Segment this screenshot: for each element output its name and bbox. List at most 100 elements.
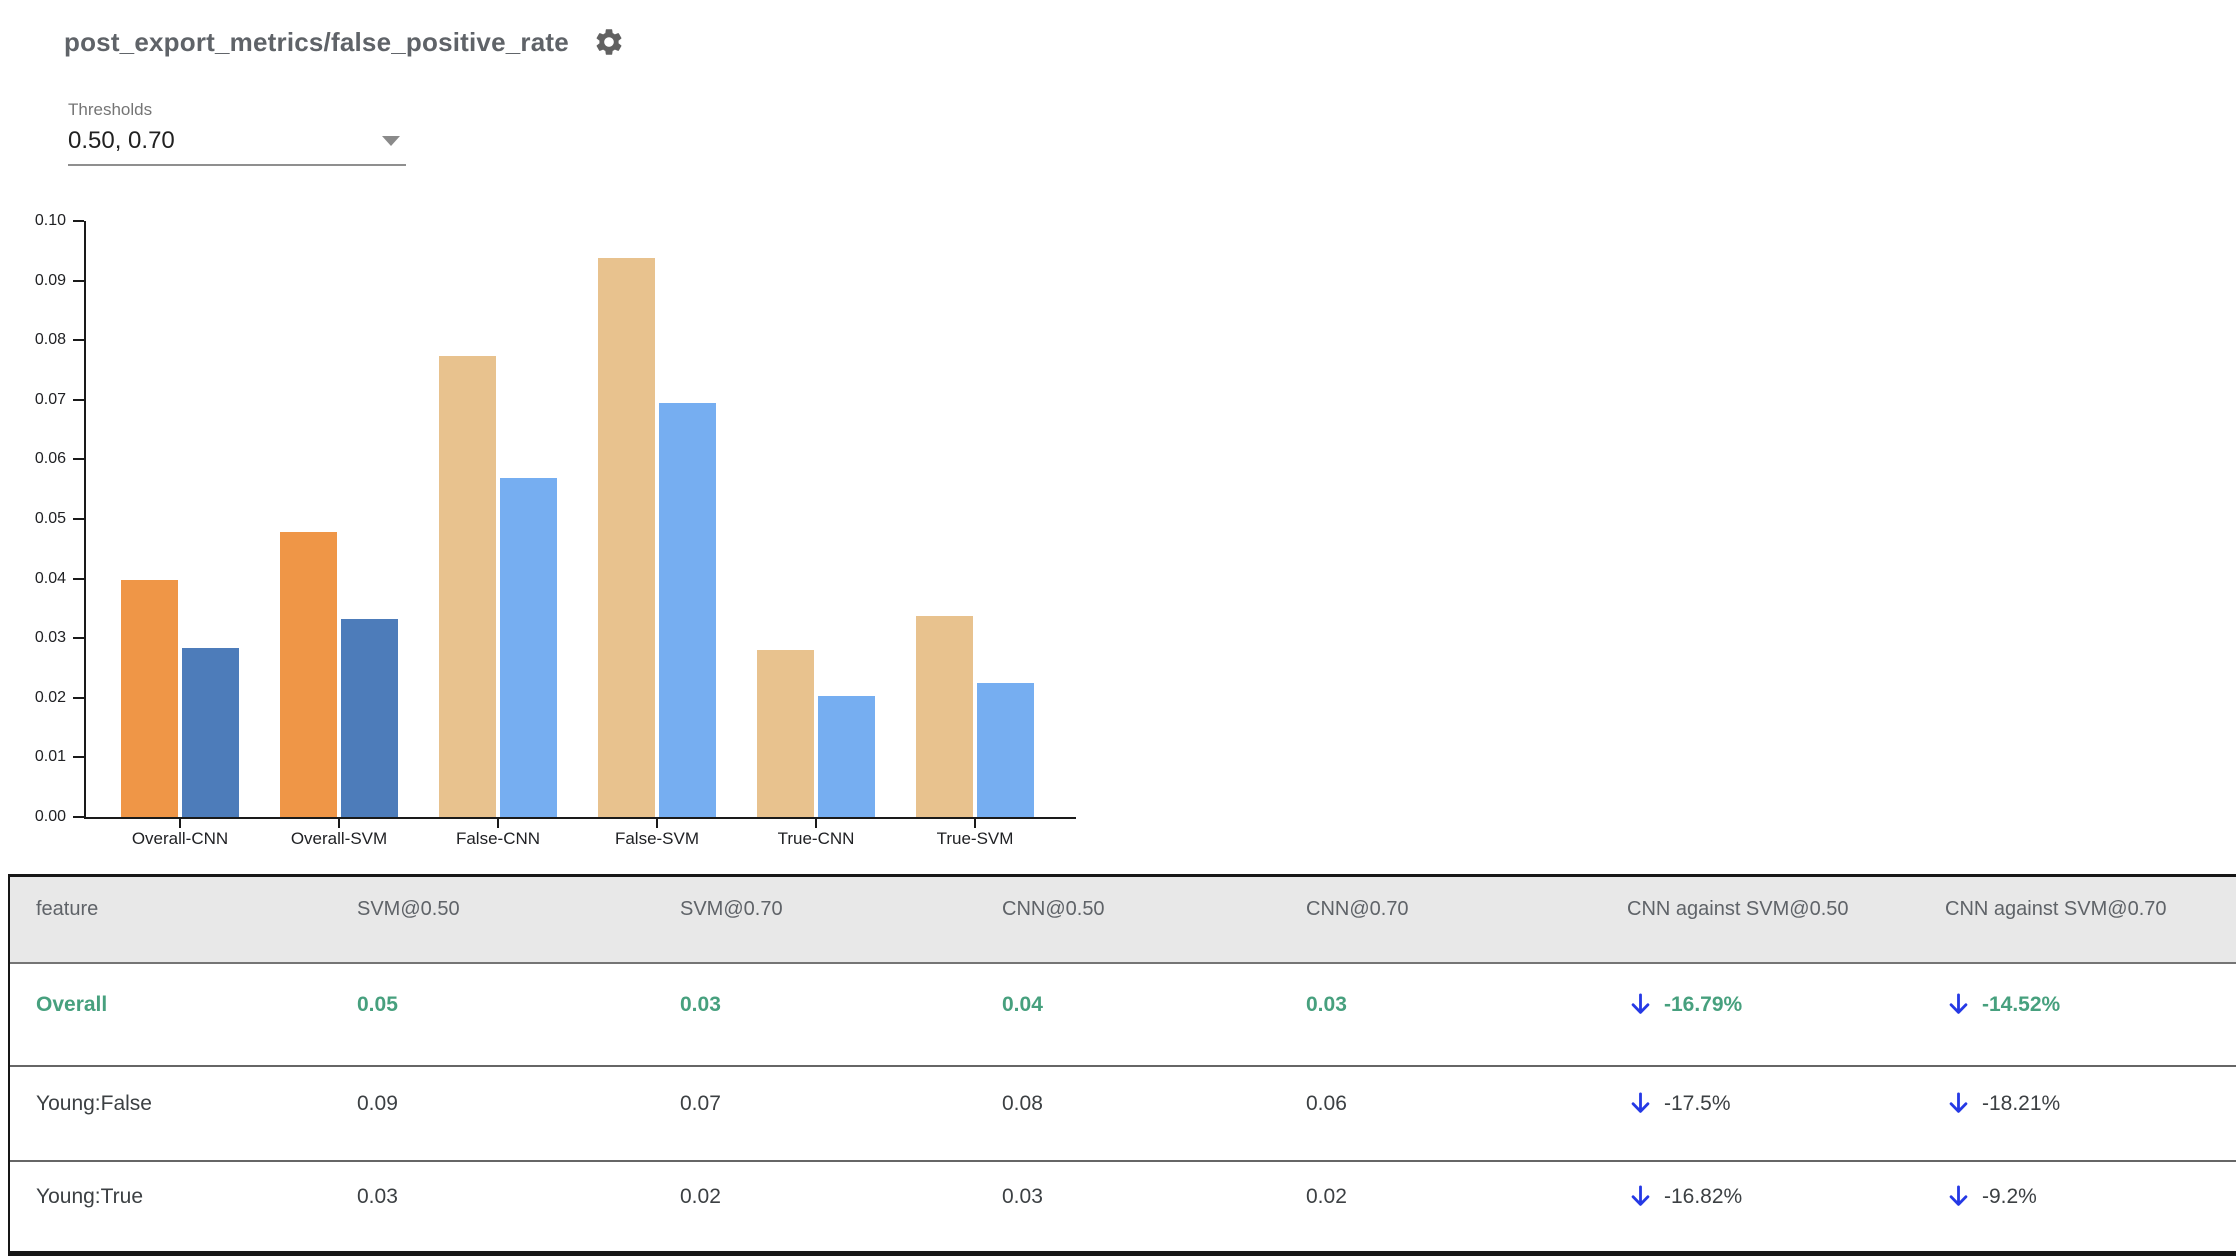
y-axis-tick-label: 0.02 [34, 688, 66, 706]
y-axis-tick [73, 220, 84, 222]
metric-value-cell: 0.02 [1306, 1184, 1347, 1208]
delta-value: -16.79% [1664, 992, 1743, 1016]
metric-header: post_export_metrics/false_positive_rate [64, 26, 625, 58]
delta-cell: -16.82% [1627, 1162, 1742, 1251]
y-axis-tick [73, 696, 84, 699]
y-axis-tick-label: 0.01 [34, 748, 66, 766]
trend-down-icon [1945, 1090, 1972, 1117]
false-positive-rate-bar-chart: 0.00 0.01 0.02 0.03 0.04 0.05 0.06 0.07 0.08 0.09… [0, 0, 1150, 870]
y-axis-tick [73, 637, 84, 640]
y-axis-tick-label: 0.09 [34, 271, 66, 289]
y-axis-tick-label: 0.10 [34, 212, 66, 229]
metric-value-cell: 0.07 [680, 1091, 721, 1115]
y-axis-tick-label: 0.05 [34, 510, 66, 527]
delta-value: -17.5% [1664, 1091, 1731, 1115]
column-header-cnn-against-svm-0-50: CNN against SVM@0.50 [1627, 898, 1849, 920]
metric-title: post_export_metrics/false_positive_rate [64, 26, 569, 57]
delta-cell: -9.2% [1945, 1162, 2037, 1251]
y-axis-tick [73, 756, 84, 759]
y-axis-tick-label: 0.08 [34, 331, 66, 349]
x-axis-tick [656, 819, 658, 828]
bar-True-CNN-threshold@0.50[interactable] [757, 650, 814, 817]
delta-cell: -18.21% [1945, 1067, 2060, 1160]
metric-value-cell: 0.03 [1002, 1184, 1043, 1208]
bar-Overall-SVM-threshold@0.50[interactable] [280, 532, 337, 817]
x-axis-line [84, 817, 1076, 819]
table-row-young-true: Young:True 0.03 0.02 0.03 0.02 -16.82% -9.2% [10, 1162, 2236, 1251]
table-row-overall: Overall 0.05 0.03 0.04 0.03 -16.79% -14.52% [10, 964, 2236, 1067]
metric-value-cell: 0.03 [680, 992, 721, 1016]
thresholds-select[interactable]: Thresholds 0.50, 0.70 [68, 100, 406, 166]
metric-value-cell: 0.03 [357, 1184, 398, 1208]
trend-down-icon [1945, 991, 1972, 1018]
bar-Overall-CNN-threshold@0.70[interactable] [182, 648, 239, 817]
y-axis-tick [73, 816, 84, 818]
bar-Overall-CNN-threshold@0.50[interactable] [121, 580, 178, 817]
trend-down-icon [1627, 1183, 1654, 1210]
x-axis-tick [179, 819, 181, 828]
bar-True-SVM-threshold@0.70[interactable] [977, 683, 1034, 817]
x-axis-tick [974, 819, 976, 828]
y-axis-tick [73, 577, 84, 580]
trend-down-icon [1627, 1090, 1654, 1117]
y-axis-tick-label: 0.04 [34, 569, 66, 587]
metric-value-cell: 0.02 [680, 1184, 721, 1208]
delta-cell: -16.79% [1627, 964, 1742, 1065]
metric-value-cell: 0.05 [357, 992, 398, 1016]
bar-False-CNN-threshold@0.50[interactable] [439, 356, 496, 817]
metric-value-cell: 0.03 [1306, 992, 1347, 1016]
column-header-cnn-against-svm-0-70: CNN against SVM@0.70 [1945, 898, 2167, 920]
delta-value: -18.21% [1982, 1091, 2061, 1115]
metric-value-cell: 0.04 [1002, 992, 1043, 1016]
feature-cell: Young:False [36, 1091, 152, 1115]
x-axis-category-label: False-CNN [455, 829, 541, 848]
metric-value-cell: 0.08 [1002, 1091, 1043, 1115]
y-axis-tick-label: 0.03 [34, 629, 66, 647]
thresholds-label: Thresholds [68, 100, 153, 119]
trend-down-icon [1945, 1183, 1972, 1210]
column-header-cnn-0-70: CNN@0.70 [1306, 898, 1409, 920]
x-axis-tick [497, 819, 499, 828]
bar-False-CNN-threshold@0.70[interactable] [500, 478, 557, 817]
metric-value-cell: 0.06 [1306, 1091, 1347, 1115]
feature-cell: Overall [36, 992, 108, 1016]
x-axis-category-label: True-SVM [936, 829, 1014, 848]
dropdown-arrow-icon [382, 136, 400, 146]
feature-cell: Young:True [36, 1184, 144, 1208]
bar-False-SVM-threshold@0.70[interactable] [659, 403, 716, 817]
y-axis-tick [73, 518, 84, 520]
table-header-row: feature SVM@0.50 SVM@0.70 CNN@0.50 CNN@0.70 C… [10, 877, 2236, 964]
bar-True-CNN-threshold@0.70[interactable] [818, 696, 875, 817]
y-axis-tick [73, 458, 84, 461]
x-axis-tick [338, 819, 340, 828]
y-axis-tick [73, 279, 84, 282]
trend-down-icon [1627, 991, 1654, 1018]
delta-cell: -17.5% [1627, 1067, 1731, 1160]
metric-value-cell: 0.09 [357, 1091, 398, 1115]
x-axis-tick [815, 819, 817, 828]
y-axis-tick-label: 0.00 [34, 808, 66, 825]
column-header-feature: feature [36, 898, 99, 920]
column-header-svm-0-70: SVM@0.70 [680, 898, 783, 920]
y-axis-tick-label: 0.07 [34, 390, 66, 408]
y-axis-line [84, 221, 86, 819]
metrics-table: feature SVM@0.50 SVM@0.70 CNN@0.50 CNN@0.70 C… [8, 874, 2236, 1256]
settings-gear-icon[interactable] [593, 26, 625, 58]
thresholds-value: 0.50, 0.70 [68, 127, 175, 154]
bar-False-SVM-threshold@0.50[interactable] [598, 258, 655, 817]
x-axis-category-label: Overall-CNN [131, 829, 229, 848]
delta-value: -16.82% [1664, 1184, 1743, 1208]
delta-value: -14.52% [1982, 992, 2061, 1016]
x-axis-category-label: True-CNN [777, 829, 855, 848]
y-axis-tick [73, 398, 84, 401]
column-header-cnn-0-50: CNN@0.50 [1002, 898, 1105, 920]
x-axis-category-label: Overall-SVM [290, 829, 388, 848]
bar-Overall-SVM-threshold@0.70[interactable] [341, 619, 398, 817]
y-axis-tick-label: 0.06 [34, 450, 66, 468]
delta-value: -9.2% [1982, 1184, 2037, 1208]
delta-cell: -14.52% [1945, 964, 2060, 1065]
y-axis-tick [73, 339, 84, 342]
bar-True-SVM-threshold@0.50[interactable] [916, 616, 973, 817]
table-row-young-false: Young:False 0.09 0.07 0.08 0.06 -17.5% -18.21% [10, 1067, 2236, 1162]
column-header-svm-0-50: SVM@0.50 [357, 898, 460, 920]
